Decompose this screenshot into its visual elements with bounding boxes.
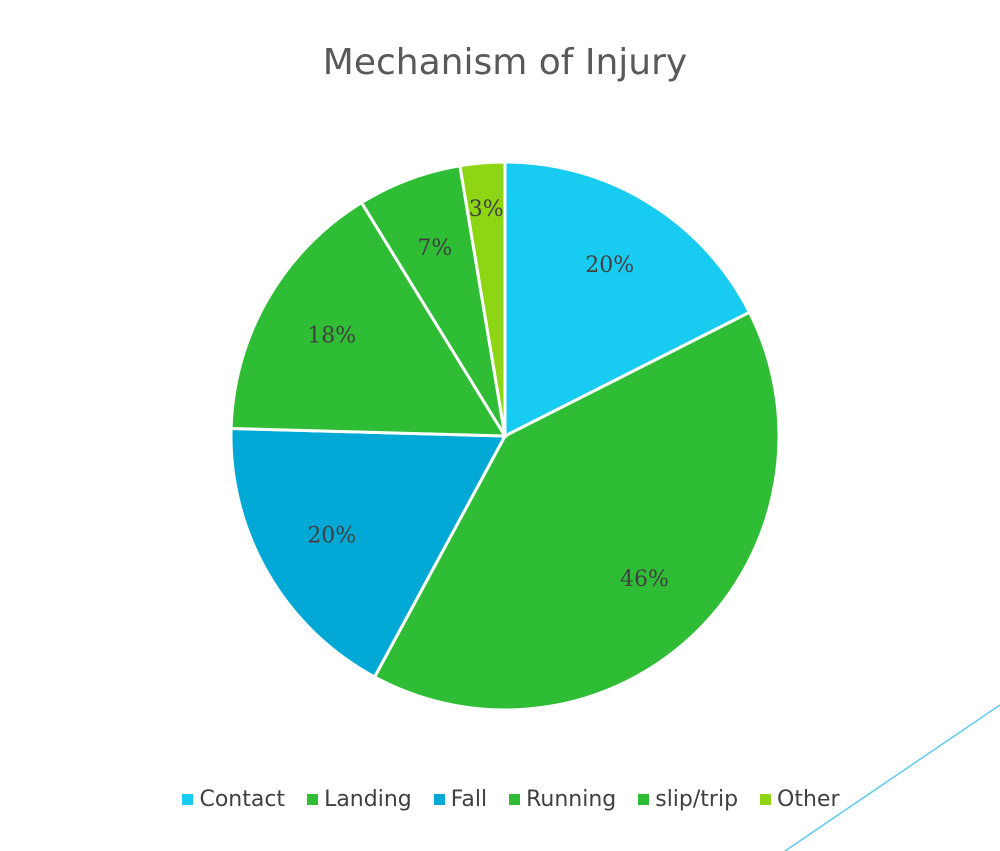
- legend-item-landing: Landing: [307, 787, 412, 812]
- legend-item-slip-trip: slip/trip: [638, 787, 738, 812]
- legend-swatch: [638, 794, 650, 805]
- data-label-running: 18%: [307, 323, 356, 348]
- data-label-slip-trip: 7%: [417, 236, 452, 261]
- legend-swatch: [509, 794, 521, 805]
- legend-item-other: Other: [760, 787, 840, 812]
- pie-data-labels: 20% 46% 20% 18% 7% 3%: [307, 197, 669, 592]
- legend-label: slip/trip: [655, 787, 739, 812]
- legend-label: Landing: [324, 787, 412, 812]
- legend-swatch: [182, 794, 194, 805]
- legend-swatch: [760, 794, 772, 805]
- legend-item-contact: Contact: [182, 787, 285, 812]
- pie-slice-running: [229, 200, 508, 438]
- pie-slice-landing: [372, 310, 781, 712]
- legend-item-running: Running: [509, 787, 616, 812]
- legend-label: Contact: [199, 787, 286, 812]
- pie-slice-contact: [503, 160, 752, 439]
- legend-label: Other: [777, 787, 840, 812]
- pie-slices: [229, 160, 781, 712]
- data-label-landing: 46%: [620, 567, 669, 592]
- data-label-other: 3%: [469, 197, 504, 222]
- pie-slice-other: [458, 160, 507, 437]
- chart-title: Mechanism of Injury: [322, 42, 688, 83]
- legend-item-fall: Fall: [433, 787, 488, 812]
- decorative-line: [784, 704, 1000, 851]
- pie-slice-fall: [229, 426, 508, 680]
- legend: Contact Landing Fall Running slip/trip Other: [0, 787, 1000, 812]
- legend-label: Fall: [450, 787, 488, 812]
- data-label-contact: 20%: [585, 253, 634, 278]
- legend-swatch: [307, 794, 319, 805]
- data-label-fall: 20%: [307, 524, 356, 549]
- legend-swatch: [433, 794, 445, 805]
- legend-label: Running: [526, 787, 617, 812]
